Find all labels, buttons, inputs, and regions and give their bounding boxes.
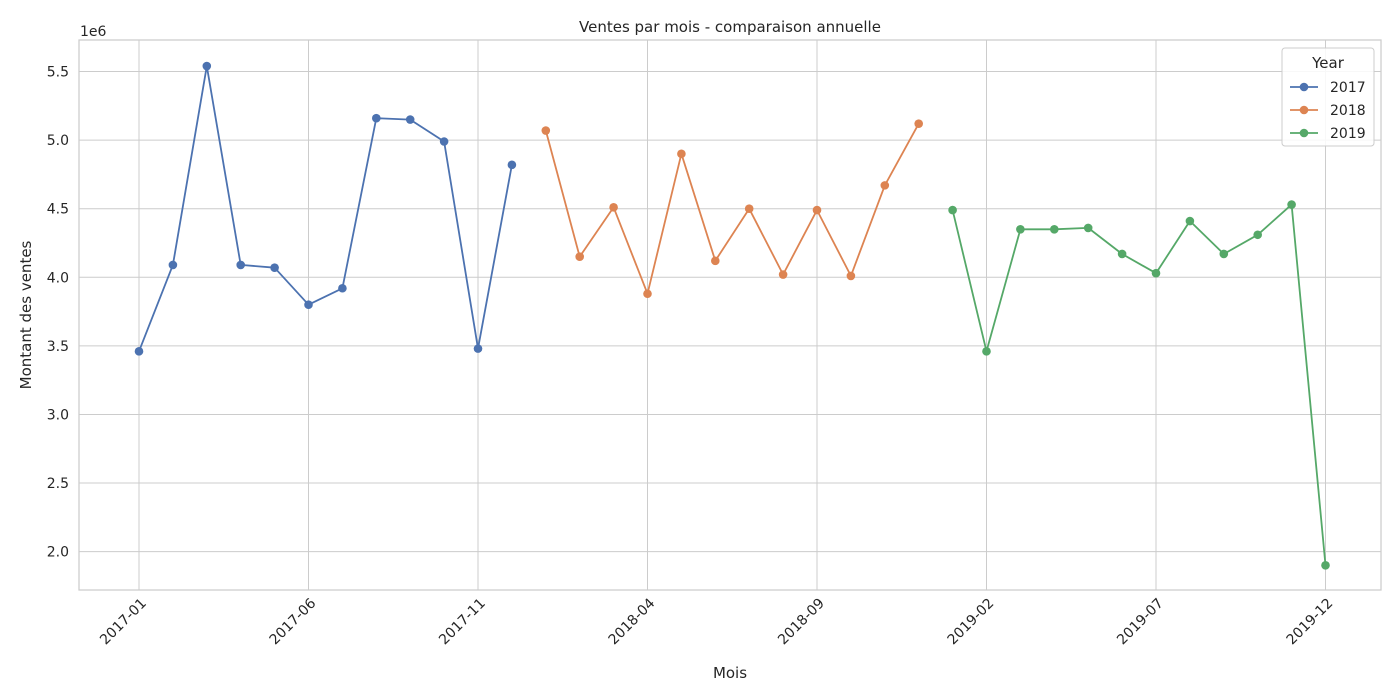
legend-item-2018: 2018 xyxy=(1290,103,1366,119)
data-point xyxy=(846,271,856,281)
data-point xyxy=(812,205,822,215)
data-point xyxy=(473,344,483,353)
data-point xyxy=(1287,200,1296,209)
x-tick-label: 2018-09 xyxy=(775,596,828,649)
y-tick-label: 4.5 xyxy=(47,202,69,218)
data-point xyxy=(1117,249,1127,259)
legend-label: 2019 xyxy=(1330,126,1366,142)
data-point xyxy=(439,137,449,146)
y-axis-offset-label: 1e6 xyxy=(80,24,107,40)
data-point xyxy=(1050,224,1059,234)
x-axis-label: Mois xyxy=(713,664,747,682)
x-tick-label: 2019-07 xyxy=(1114,596,1167,649)
y-tick-label: 5.0 xyxy=(47,133,69,149)
legend-item-2017: 2017 xyxy=(1290,80,1366,96)
data-point xyxy=(1083,223,1093,233)
data-point xyxy=(1253,230,1262,240)
x-tick-labels: 2017-01 2017-06 2017-11 2018-04 2018-09 2019-… xyxy=(97,595,1336,648)
data-point xyxy=(948,205,957,215)
data-point xyxy=(778,270,788,279)
x-tick-label: 2018-04 xyxy=(606,595,659,648)
data-point xyxy=(372,113,381,123)
x-tick-label: 2019-02 xyxy=(945,596,998,649)
data-point xyxy=(1321,561,1330,570)
data-point xyxy=(405,115,415,124)
legend-marker xyxy=(1299,128,1309,138)
series-2018 xyxy=(541,119,923,299)
data-point xyxy=(236,260,245,270)
data-point xyxy=(609,203,618,212)
legend-marker xyxy=(1299,82,1309,92)
data-point xyxy=(1219,249,1229,259)
legend: Year 2017 2018 2019 xyxy=(1281,47,1375,147)
series-layer xyxy=(134,61,1330,570)
data-point xyxy=(643,289,652,299)
legend-label: 2017 xyxy=(1330,80,1366,96)
chart-title: Ventes par mois - comparaison annuelle xyxy=(579,18,881,36)
legend-box xyxy=(1281,47,1375,147)
x-tick-label: 2019-12 xyxy=(1284,596,1337,649)
data-point xyxy=(575,252,584,262)
legend-title: Year xyxy=(1311,54,1345,72)
y-tick-label: 5.5 xyxy=(47,65,69,81)
series-line-2018 xyxy=(544,123,920,295)
data-point xyxy=(677,149,686,159)
y-axis-label: Montant des ventes xyxy=(17,240,35,389)
y-tick-label: 4.0 xyxy=(47,270,69,286)
data-point xyxy=(711,256,720,266)
y-tick-label: 2.0 xyxy=(47,545,69,561)
data-point xyxy=(270,263,279,272)
legend-label: 2018 xyxy=(1330,103,1366,119)
data-point xyxy=(914,119,923,128)
legend-marker xyxy=(1299,105,1309,115)
x-tick-label: 2017-11 xyxy=(436,596,489,649)
plot-frame xyxy=(78,39,1382,591)
data-point xyxy=(880,181,890,190)
x-tick-label: 2017-06 xyxy=(267,595,320,648)
x-gridlines xyxy=(138,40,1326,590)
series-2017 xyxy=(134,61,517,356)
y-tick-label: 2.5 xyxy=(47,476,69,492)
legend-item-2019: 2019 xyxy=(1290,126,1366,142)
data-point xyxy=(338,283,347,293)
data-point xyxy=(134,347,144,356)
series-2019 xyxy=(948,200,1330,570)
data-point xyxy=(202,61,212,71)
data-point xyxy=(1016,224,1025,234)
data-point xyxy=(168,260,178,270)
data-point xyxy=(507,160,517,170)
data-point xyxy=(1151,268,1161,278)
y-tick-label: 3.5 xyxy=(47,339,69,355)
series-line-2017 xyxy=(138,65,513,352)
data-point xyxy=(541,126,551,135)
data-point xyxy=(744,204,754,214)
x-tick-label: 2017-01 xyxy=(97,596,150,649)
y-tick-labels: 2.0 2.5 3.0 3.5 4.0 4.5 5.0 5.5 xyxy=(47,65,69,561)
data-point xyxy=(1185,216,1195,226)
y-tick-label: 3.0 xyxy=(47,407,69,423)
y-gridlines xyxy=(79,71,1381,553)
series-line-2019 xyxy=(951,203,1327,566)
data-point xyxy=(304,300,313,310)
data-point xyxy=(982,347,991,356)
